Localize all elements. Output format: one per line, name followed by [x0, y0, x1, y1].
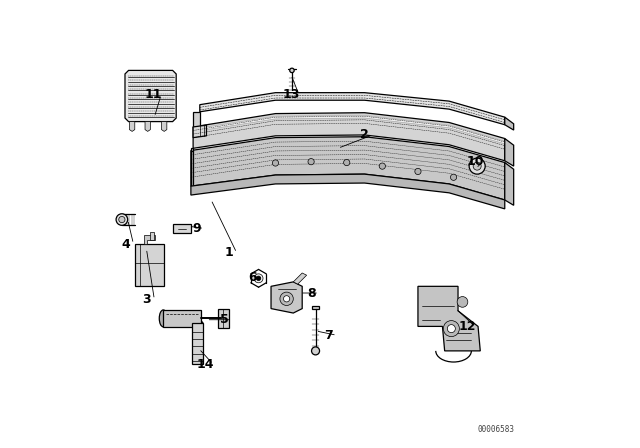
Text: 10: 10 [466, 155, 484, 168]
Text: 4: 4 [121, 237, 130, 250]
Polygon shape [161, 121, 167, 131]
Polygon shape [144, 235, 156, 244]
Circle shape [116, 214, 127, 225]
Polygon shape [135, 244, 164, 286]
Text: 6: 6 [248, 271, 257, 284]
Text: 00006583: 00006583 [477, 425, 515, 434]
Circle shape [451, 174, 457, 181]
Polygon shape [129, 121, 135, 131]
Circle shape [308, 159, 314, 165]
Polygon shape [145, 121, 150, 131]
Text: 2: 2 [360, 129, 369, 142]
Polygon shape [312, 306, 319, 309]
Text: 8: 8 [307, 287, 316, 300]
Polygon shape [191, 137, 505, 200]
Circle shape [380, 163, 385, 169]
Ellipse shape [280, 171, 289, 175]
Ellipse shape [159, 310, 167, 327]
Polygon shape [191, 174, 505, 209]
Polygon shape [200, 93, 505, 125]
Circle shape [457, 297, 468, 307]
Polygon shape [150, 232, 154, 240]
Circle shape [273, 160, 278, 166]
Text: 1: 1 [225, 246, 233, 259]
Polygon shape [193, 113, 505, 161]
Text: 14: 14 [196, 358, 214, 371]
Polygon shape [505, 163, 514, 205]
Circle shape [344, 159, 350, 166]
Polygon shape [218, 309, 228, 328]
Circle shape [254, 274, 263, 283]
Circle shape [469, 158, 485, 174]
Polygon shape [191, 148, 193, 151]
Text: 13: 13 [282, 88, 300, 101]
Polygon shape [193, 125, 207, 138]
Polygon shape [195, 116, 505, 144]
Circle shape [119, 216, 125, 223]
Polygon shape [192, 323, 203, 364]
Text: 12: 12 [458, 320, 476, 333]
Circle shape [447, 325, 455, 332]
Circle shape [473, 162, 481, 170]
Polygon shape [505, 117, 514, 130]
Text: 11: 11 [144, 88, 162, 101]
Polygon shape [505, 138, 514, 166]
Text: 7: 7 [324, 329, 333, 342]
Polygon shape [418, 286, 480, 351]
Ellipse shape [192, 321, 203, 326]
Polygon shape [193, 112, 200, 127]
Circle shape [257, 276, 260, 280]
Polygon shape [293, 273, 307, 284]
Polygon shape [173, 224, 191, 233]
Polygon shape [191, 151, 193, 186]
Ellipse shape [369, 174, 378, 179]
Polygon shape [163, 310, 201, 327]
Circle shape [290, 68, 294, 73]
Text: 9: 9 [192, 222, 200, 235]
Circle shape [312, 347, 319, 355]
Polygon shape [271, 282, 302, 313]
Polygon shape [125, 70, 176, 121]
Ellipse shape [440, 181, 449, 185]
Text: 3: 3 [142, 293, 150, 306]
Circle shape [280, 292, 293, 306]
Circle shape [284, 296, 290, 302]
Circle shape [415, 168, 421, 175]
Circle shape [444, 321, 460, 336]
Text: 5: 5 [220, 313, 228, 326]
